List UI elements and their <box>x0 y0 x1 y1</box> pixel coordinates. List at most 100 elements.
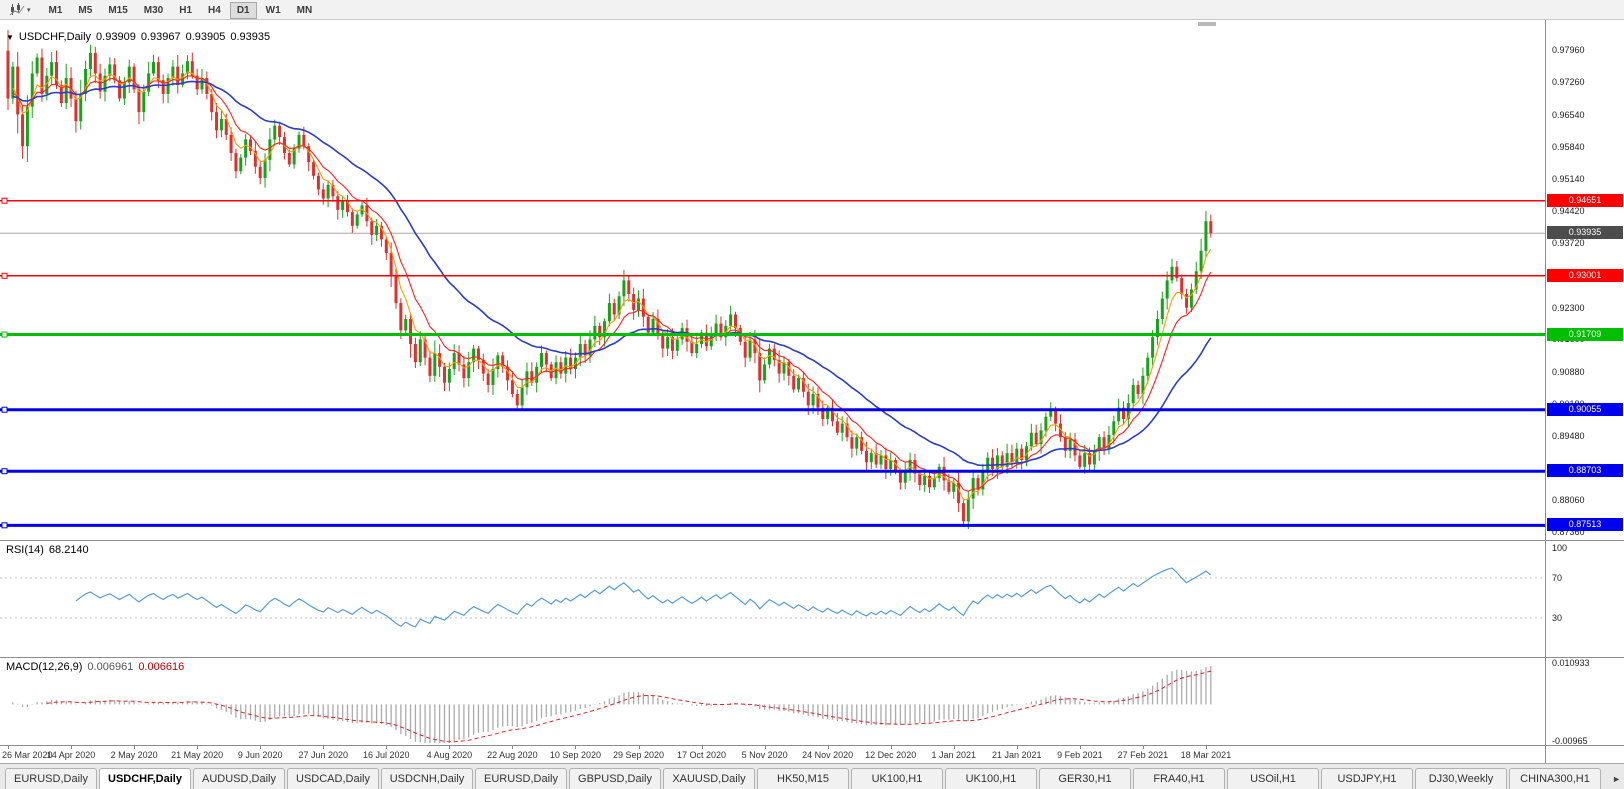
date-axis-label: 27 Feb 2021 <box>1117 750 1169 760</box>
ohlc-close: 0.93935 <box>230 31 271 43</box>
date-axis-tick <box>764 746 766 749</box>
moving-average-line-30 <box>12 80 1212 467</box>
chart-scrollbar[interactable] <box>0 20 1545 28</box>
date-axis-label: 1 Jan 2021 <box>931 750 977 760</box>
line-anchor-handle[interactable] <box>1 331 8 338</box>
price-axis-tick: 0.90880 <box>1552 367 1585 378</box>
date-axis-tick <box>701 746 703 749</box>
date-axis-label: 26 Mar 2020 <box>2 750 53 760</box>
title-dropdown-icon[interactable]: ▼ <box>6 33 14 42</box>
timeframe-button-w1[interactable]: W1 <box>259 2 288 19</box>
date-axis-label: 29 Sep 2020 <box>612 750 665 760</box>
chart-scrollbar-thumb[interactable] <box>1198 22 1216 26</box>
ohlc-open: 0.93909 <box>96 31 136 43</box>
date-axis-label: 4 Aug 2020 <box>426 750 473 760</box>
chart-tab-dj30-weekly[interactable]: DJ30,Weekly <box>1415 768 1507 789</box>
price-level-badge: 0.87513 <box>1547 518 1623 532</box>
price-axis-tick: 0.89480 <box>1552 430 1585 441</box>
chart-tab-gbpusd-daily[interactable]: GBPUSD,Daily <box>569 768 661 789</box>
date-axis-tick <box>260 746 262 749</box>
price-level-badge: 0.94651 <box>1547 193 1623 207</box>
chart-tab-eurusd-daily[interactable]: EURUSD,Daily <box>5 768 97 789</box>
candlestick-chart-icon <box>9 3 25 16</box>
chart-tab-uk100-h1[interactable]: UK100,H1 <box>945 768 1037 789</box>
chart-tab-ger30-h1[interactable]: GER30,H1 <box>1039 768 1131 789</box>
macd-indicator-label: MACD(12,26,9) 0.006961 0.006616 <box>6 661 189 673</box>
timeframe-button-m30[interactable]: M30 <box>137 2 170 19</box>
chart-tab-usdjpy-h1[interactable]: USDJPY,H1 <box>1321 768 1413 789</box>
candles <box>6 29 1213 529</box>
price-axis-tick: 0.95140 <box>1552 173 1585 184</box>
date-axis-tick <box>638 746 640 749</box>
timeframe-button-mn[interactable]: MN <box>290 2 320 19</box>
chart-tab-usdchf-daily[interactable]: USDCHF,Daily <box>99 768 191 789</box>
timeframe-toolbar: ▾ M1 M5 M15 M30 H1 H4 D1 W1 MN <box>0 0 1624 20</box>
price-axis-tick: 0.93720 <box>1552 238 1585 249</box>
chart-tab-audusd-daily[interactable]: AUDUSD,Daily <box>193 768 285 789</box>
rsi-line <box>75 567 1212 628</box>
panel-separator[interactable] <box>0 657 1624 658</box>
chart-tab-fra40-h1[interactable]: FRA40,H1 <box>1133 768 1225 789</box>
price-level-badge: 0.91709 <box>1547 327 1623 341</box>
rsi-axis-tick: 30 <box>1552 613 1563 623</box>
line-anchor-handle[interactable] <box>1 197 8 204</box>
chart-tab-hk50-m15[interactable]: HK50,M15 <box>757 768 849 789</box>
timeframe-button-h4[interactable]: H4 <box>201 2 228 19</box>
panel-separator[interactable] <box>0 540 1624 541</box>
chart-tab-xauusd-daily[interactable]: XAUUSD,Daily <box>663 768 755 789</box>
candlestick-chart[interactable] <box>0 28 1545 540</box>
chart-tab-usoil-h1[interactable]: USOil,H1 <box>1227 768 1319 789</box>
rsi-axis-tick: 100 <box>1552 543 1568 553</box>
date-axis-tick <box>1079 746 1081 749</box>
timeframe-button-h1[interactable]: H1 <box>172 2 199 19</box>
date-axis-tick <box>827 746 829 749</box>
line-anchor-handle[interactable] <box>1 468 8 475</box>
date-axis-label: 22 Aug 2020 <box>487 750 538 760</box>
price-axis-tick: 0.97260 <box>1552 77 1585 88</box>
line-anchor-handle[interactable] <box>1 272 8 279</box>
price-axis[interactable]: 0.97960 0.97260 0.96540 0.95840 0.95140 0.944… <box>1545 20 1624 763</box>
timeframe-button-m15[interactable]: M15 <box>101 2 134 19</box>
chart-tab-uk100-h1[interactable]: UK100,H1 <box>851 768 943 789</box>
chart-tab-eurusd-daily[interactable]: EURUSD,Daily <box>475 768 567 789</box>
chart-symbol-period: USDCHF,Daily <box>18 31 92 43</box>
macd-chart[interactable] <box>0 659 1545 745</box>
tab-scroll-right-button[interactable]: ► <box>1612 774 1621 784</box>
rsi-chart[interactable] <box>0 542 1545 655</box>
chart-tab-usdcad-daily[interactable]: USDCAD,Daily <box>287 768 379 789</box>
timeframe-button-m5[interactable]: M5 <box>71 2 99 19</box>
moving-average-line-5 <box>12 71 1212 501</box>
date-axis[interactable]: 26 Mar 2020 14 Apr 2020 2 May 2020 21 May 2… <box>0 746 1545 763</box>
price-axis-tick: 0.92300 <box>1552 302 1585 313</box>
macd-name: MACD(12,26,9) <box>6 661 83 673</box>
timeframe-button-group: M1 M5 M15 M30 H1 H4 D1 W1 MN <box>42 0 322 19</box>
timeframe-button-d1[interactable]: D1 <box>229 2 257 19</box>
date-axis-tick <box>1016 746 1018 749</box>
chart-tab-china300-h1[interactable]: CHINA300,H1 <box>1509 768 1601 789</box>
date-axis-tick <box>449 746 451 749</box>
price-axis-tick: 0.87360 <box>1552 527 1585 538</box>
macd-axis-tick: -0.00965 <box>1552 736 1588 746</box>
line-anchor-handle[interactable] <box>1 522 8 529</box>
chart-tab-bar: EURUSD,Daily USDCHF,Daily AUDUSD,Daily USDC… <box>0 763 1624 789</box>
date-axis-tick <box>512 746 514 749</box>
price-level-badge: 0.93935 <box>1547 226 1623 240</box>
date-axis-tick <box>134 746 136 749</box>
date-axis-label: 27 Jun 2020 <box>298 750 349 760</box>
timeframe-button-m1[interactable]: M1 <box>42 2 70 19</box>
date-axis-label: 16 Jul 2020 <box>363 750 410 760</box>
date-axis-label: 18 Mar 2021 <box>1180 750 1232 760</box>
rsi-value: 68.2140 <box>48 544 89 556</box>
ohlc-low: 0.93905 <box>185 31 226 43</box>
macd-axis-tick: 0.010933 <box>1552 658 1590 668</box>
date-axis-label: 2 May 2020 <box>110 750 158 760</box>
chart-tab-usdcnh-daily[interactable]: USDCNH,Daily <box>381 768 473 789</box>
chart-style-button[interactable]: ▾ <box>4 1 36 18</box>
date-axis-label: 14 Apr 2020 <box>46 750 96 760</box>
line-anchor-handle[interactable] <box>1 406 8 413</box>
date-axis-tick <box>890 746 892 749</box>
date-axis-tick <box>71 746 73 749</box>
date-axis-tick <box>197 746 199 749</box>
date-axis-tick <box>953 746 955 749</box>
rsi-axis-tick: 70 <box>1552 573 1563 583</box>
